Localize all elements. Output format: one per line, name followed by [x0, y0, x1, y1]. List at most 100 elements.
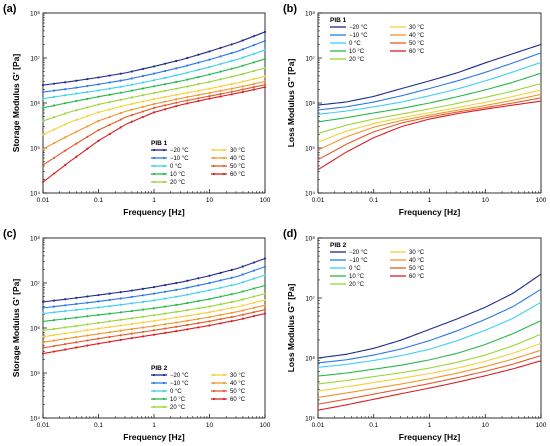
- series-point-6: [252, 306, 255, 309]
- series-point-0: [86, 77, 89, 81]
- legend-marker: [222, 397, 226, 401]
- legend-label: 30 °C: [230, 373, 246, 379]
- series-point-0: [219, 271, 222, 274]
- series-point-7: [97, 337, 100, 340]
- series-point-8: [164, 331, 167, 335]
- series-point-3: [263, 284, 267, 287]
- chart-panel-d: (d) 0.01 0.1 1 10 100 10⁵ 10⁶ 10⁷ 10⁸ Frequency [H…: [283, 228, 547, 442]
- legend-label: −10 °C: [170, 381, 189, 387]
- series-point-8: [252, 88, 255, 91]
- series-point-0: [86, 295, 89, 298]
- series-point-2: [219, 286, 222, 289]
- series-point-0: [208, 50, 211, 53]
- x-axis-title: Frequency [Hz]: [123, 207, 185, 217]
- series-point-5: [41, 335, 45, 338]
- legend-label: −10 °C: [349, 33, 368, 39]
- series-point-1: [75, 86, 78, 89]
- series-point-3: [130, 89, 133, 92]
- series-point-6: [141, 326, 144, 329]
- chart-panel-c: (c) 0.01 0.1 1 10 100 10⁴ 10⁵ 10⁶ 10⁷ 10⁸ Frequency…: [3, 228, 271, 442]
- y-tick-label: 10⁶: [30, 325, 40, 332]
- series-point-1: [197, 61, 200, 64]
- series-point-5: [197, 89, 200, 92]
- series-point-0: [230, 43, 233, 46]
- series-point-0: [241, 265, 244, 268]
- legend-marker: [152, 148, 156, 152]
- series-point-8: [164, 108, 167, 111]
- series-point-3: [64, 317, 67, 320]
- series-point-4: [164, 312, 167, 315]
- legend-marker: [212, 373, 216, 377]
- legend-marker: [212, 381, 216, 385]
- series-line-6: [318, 93, 541, 151]
- series-point-1: [64, 304, 67, 307]
- series-point-5: [186, 314, 189, 317]
- series-point-7: [197, 97, 200, 100]
- series-point-7: [152, 106, 156, 109]
- series-point-2: [75, 308, 78, 311]
- series-point-7: [64, 343, 67, 346]
- series-point-5: [208, 311, 211, 314]
- series-point-6: [152, 324, 156, 328]
- legend-marker: [152, 180, 156, 184]
- y-tick-label: 10⁸: [30, 10, 40, 17]
- chart-panel-a: (a) 0.01 0.1 1 10 100 10⁴ 10⁵ 10⁶ 10⁷ 10⁸ Frequency…: [3, 3, 271, 217]
- series-line-2: [318, 61, 541, 115]
- series-point-2: [186, 293, 189, 296]
- series-point-3: [53, 104, 56, 107]
- series-point-6: [119, 329, 122, 332]
- series-point-6: [197, 93, 200, 97]
- legend: PIB 2−20 °C −10 °C 0 °C 10 °C 20 °C 30 °C 40 °…: [151, 365, 246, 411]
- series-point-1: [197, 284, 200, 287]
- legend-marker: [162, 405, 166, 409]
- series-line-1: [318, 288, 541, 364]
- series-point-4: [230, 75, 233, 78]
- series-point-7: [263, 83, 267, 86]
- series-point-5: [119, 105, 122, 108]
- series-point-6: [64, 136, 67, 139]
- series-point-5: [64, 123, 67, 126]
- series-line-6: [318, 349, 541, 398]
- series-line-4: [318, 83, 541, 135]
- series-point-8: [152, 333, 156, 336]
- series-point-1: [97, 83, 100, 86]
- y-tick-label: 10⁸: [305, 10, 315, 17]
- series-point-7: [186, 323, 189, 327]
- series-line-3: [318, 72, 541, 123]
- x-tick-label: 10: [206, 422, 214, 429]
- series-point-7: [130, 332, 133, 335]
- y-axis-title: Loss Modulus G'' [Pa]: [286, 59, 296, 148]
- series-point-3: [197, 75, 200, 79]
- series-point-6: [53, 142, 56, 145]
- series-point-1: [41, 306, 45, 309]
- legend-label: −20 °C: [349, 250, 368, 256]
- series-point-7: [53, 156, 56, 159]
- series-point-1: [119, 297, 122, 300]
- series-point-4: [108, 320, 111, 323]
- legend-marker: [212, 148, 216, 152]
- series-point-3: [164, 83, 167, 86]
- y-axis-title: Storage Modulus G' [Pa]: [11, 54, 21, 153]
- series-point-6: [53, 339, 56, 342]
- series-point-1: [252, 269, 255, 272]
- series-point-3: [75, 316, 78, 319]
- series-point-2: [241, 281, 244, 284]
- legend-label: −10 °C: [349, 258, 368, 264]
- y-tick-label: 10⁶: [305, 355, 315, 362]
- x-tick-label: 1: [428, 422, 432, 429]
- series-point-0: [64, 81, 67, 84]
- legend-label: 20 °C: [349, 57, 365, 63]
- series-point-4: [130, 96, 133, 99]
- series-point-7: [230, 90, 233, 93]
- series-point-3: [263, 57, 267, 61]
- series-point-1: [97, 300, 100, 303]
- y-axis-title: Storage Modulus G' [Pa]: [11, 279, 21, 378]
- series-point-3: [241, 64, 244, 67]
- legend-label: 30 °C: [409, 250, 425, 256]
- series-point-7: [208, 320, 211, 323]
- series-point-4: [263, 66, 267, 70]
- series-line-3: [318, 320, 541, 377]
- series-point-5: [175, 93, 178, 96]
- legend-label: 40 °C: [409, 258, 425, 264]
